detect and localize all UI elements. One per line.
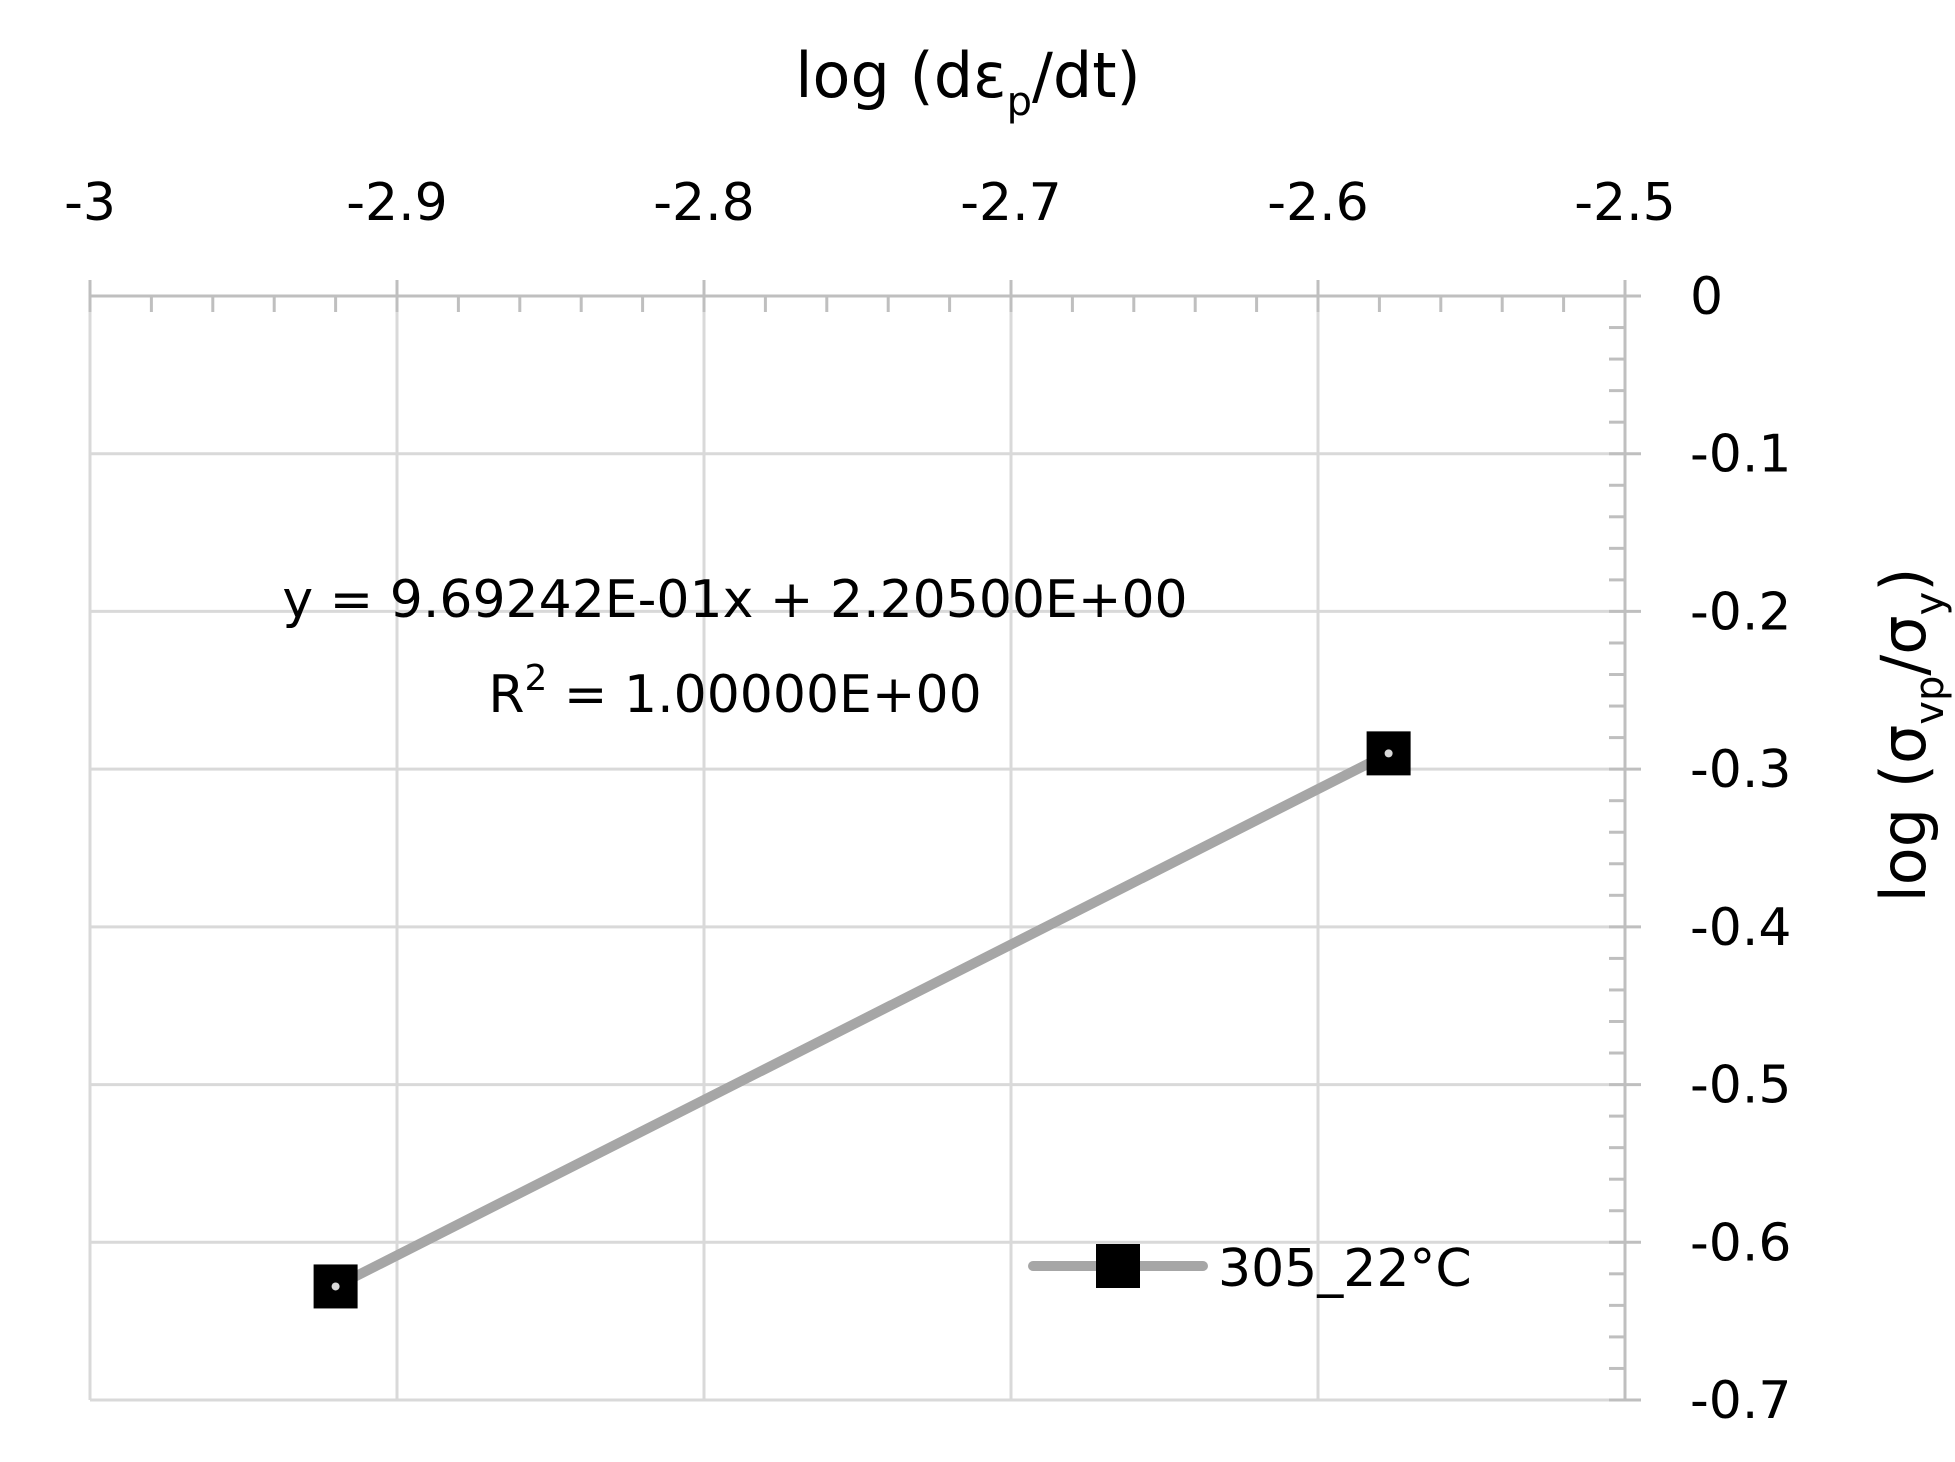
y-tick-label-2: -0.2 [1690,582,1791,642]
y-tick-label-6: -0.6 [1690,1213,1791,1273]
series-line-0 [330,748,1394,1292]
trendline-r-squared: R2 = 1.00000E+00 [488,658,981,725]
y-axis-title-subscript-y: y [1907,592,1953,616]
x-tick-label-1: -2.9 [346,173,447,233]
grid-lines [88,294,1627,1402]
series-layer [313,731,1411,1309]
y-tick-label-3: -0.3 [1690,740,1791,800]
x-axis-title-subscript: p [1007,79,1032,125]
axes [88,280,1641,1402]
legend-marker-swatch [1096,1244,1140,1288]
y-axis-title-subscript-vp: vp [1907,676,1953,725]
y-tick-label-5: -0.5 [1690,1056,1791,1116]
x-tick-label-4: -2.6 [1267,173,1368,233]
trendline-equation: y = 9.69242E-01x + 2.20500E+00 [282,570,1187,630]
tick-labels: -3 -2.9 -2.8 -2.7 -2.6 -2.50 -0.1 -0.2 -0.3 -0.4 -… [64,173,1791,1431]
x-axis-title: log (dεp/dt) [795,39,1140,125]
r-squared-superscript: 2 [524,658,547,699]
y-tick-label-1: -0.1 [1690,425,1791,485]
data-point-center-0-1 [1384,749,1393,758]
y-axis-title: log (σvp/σy) [1867,568,1953,903]
y-tick-label-0: 0 [1690,267,1723,327]
legend: 305_22°C [1028,1239,1472,1299]
x-tick-label-5: -2.5 [1574,173,1675,233]
legend-entry-label: 305_22°C [1218,1239,1472,1299]
x-tick-label-2: -2.8 [653,173,754,233]
y-tick-label-7: -0.7 [1690,1371,1791,1431]
x-tick-label-3: -2.7 [960,173,1061,233]
data-point-center-0-0 [331,1282,340,1291]
y-tick-label-4: -0.4 [1690,898,1791,958]
x-tick-label-0: -3 [64,173,116,233]
